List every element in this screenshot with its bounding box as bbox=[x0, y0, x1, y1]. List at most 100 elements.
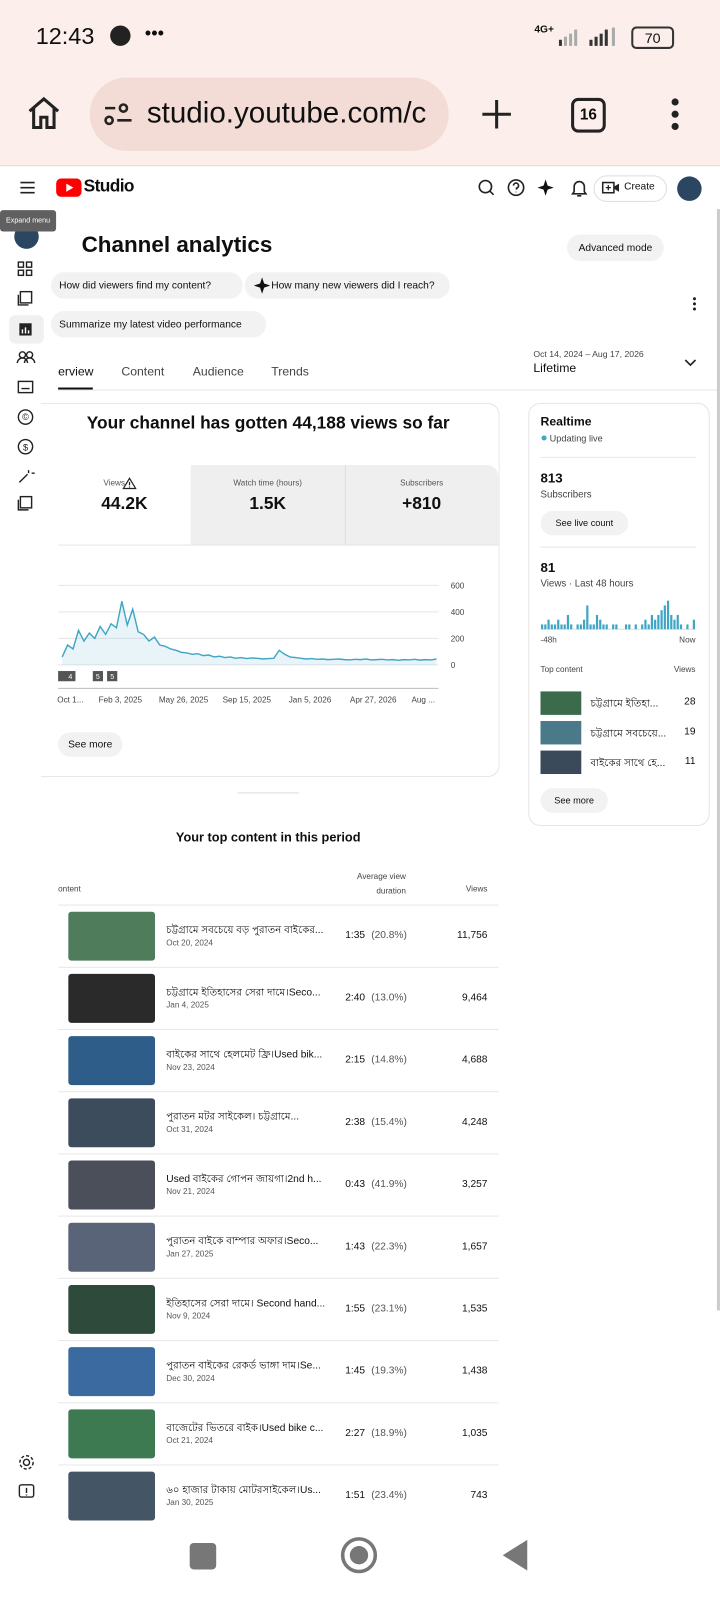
period[interactable]: Lifetime bbox=[533, 361, 577, 376]
avg-duration: 1:51 bbox=[345, 1489, 366, 1502]
thumbnail bbox=[68, 1036, 156, 1086]
page-title: Channel analytics bbox=[81, 231, 273, 257]
header-icons[interactable] bbox=[477, 178, 589, 198]
metric-value: 44.2K bbox=[101, 493, 148, 513]
video-date: Nov 23, 2024 bbox=[166, 1062, 215, 1072]
create-label: Create bbox=[624, 181, 655, 193]
warning-icon bbox=[122, 477, 137, 490]
realtime-views-label: Views · Last 48 hours bbox=[540, 578, 634, 590]
bar bbox=[663, 605, 666, 630]
metric-label: Views bbox=[103, 478, 126, 488]
realtime-title: Realtime bbox=[540, 414, 592, 429]
thumbnail bbox=[540, 750, 582, 775]
avg-duration: 1:35 bbox=[345, 930, 366, 942]
sidebar-icons[interactable]: ©$ bbox=[16, 260, 38, 515]
sidebar-bottom-icons[interactable] bbox=[17, 1453, 37, 1504]
summary: Your channel has gotten 44,188 views so … bbox=[86, 413, 450, 433]
site-settings-icon[interactable] bbox=[103, 102, 134, 126]
bar bbox=[612, 624, 615, 630]
bar bbox=[550, 624, 553, 630]
see-more[interactable]: See more bbox=[58, 732, 123, 757]
x-tick-label: Jan 5, 2026 bbox=[289, 696, 332, 705]
avg-percent: (20.8%) bbox=[371, 930, 407, 942]
area bbox=[62, 601, 437, 665]
signal-icons bbox=[558, 27, 615, 46]
overview-card bbox=[40, 402, 500, 778]
tab[interactable]: Trends bbox=[271, 364, 309, 379]
bar bbox=[595, 614, 599, 630]
avg-percent: (18.9%) bbox=[371, 1427, 407, 1439]
create-icon bbox=[601, 181, 620, 194]
avg-duration: 1:43 bbox=[345, 1241, 366, 1253]
chip[interactable]: How did viewers find my content? bbox=[50, 272, 243, 299]
video-views: 3,257 bbox=[461, 1178, 488, 1191]
row-divider bbox=[58, 1153, 499, 1155]
tab[interactable]: erview bbox=[58, 364, 94, 379]
page-menu[interactable] bbox=[691, 297, 697, 311]
bar bbox=[582, 619, 586, 630]
create-button[interactable] bbox=[593, 175, 667, 202]
marker bbox=[107, 671, 118, 682]
avg-duration: 2:15 bbox=[345, 1054, 366, 1066]
bar bbox=[592, 624, 595, 630]
thumbnail bbox=[68, 1160, 156, 1210]
column-header: ontent bbox=[58, 884, 81, 894]
y-tick-label: 600 bbox=[451, 581, 465, 590]
video-title: বাজেটের ভিতরে বাইক।Used bike c... bbox=[166, 1422, 324, 1434]
y-tick-label: 200 bbox=[451, 634, 465, 643]
chip[interactable]: How many new viewers did I reach? bbox=[244, 272, 450, 299]
bar bbox=[605, 624, 608, 630]
tab[interactable]: Audience bbox=[192, 364, 244, 379]
messenger-icon bbox=[110, 25, 131, 46]
video-views: 743 bbox=[470, 1489, 488, 1502]
bar bbox=[686, 624, 689, 630]
row-divider bbox=[58, 1215, 499, 1217]
bar bbox=[641, 624, 644, 630]
video-title: বাইকের সাথে হেলমেট ফ্রি।Used bik... bbox=[166, 1049, 323, 1061]
tab[interactable]: Content bbox=[121, 364, 165, 379]
video-date: Jan 27, 2025 bbox=[166, 1249, 214, 1259]
see-more[interactable]: See more bbox=[540, 788, 608, 813]
marker bbox=[92, 671, 103, 682]
video-date: Nov 9, 2024 bbox=[166, 1311, 211, 1321]
dropdown-chevron[interactable] bbox=[683, 358, 697, 368]
hamburger[interactable] bbox=[19, 181, 35, 195]
avg-duration: 2:27 bbox=[345, 1427, 366, 1439]
x-tick-label: Oct 1... bbox=[57, 696, 83, 705]
thumbnail bbox=[68, 1098, 156, 1148]
system-nav[interactable] bbox=[184, 1535, 536, 1576]
metric-label: Watch time (hours) bbox=[233, 478, 303, 488]
bar bbox=[615, 624, 618, 630]
browser-menu[interactable] bbox=[669, 98, 681, 131]
bar bbox=[692, 619, 695, 630]
realtime-bars bbox=[540, 600, 696, 630]
bar bbox=[576, 624, 579, 630]
item-title: চট্টগ্রামে সবচেয়ে... bbox=[590, 728, 667, 740]
advanced-mode[interactable]: Advanced mode bbox=[567, 234, 664, 262]
avg-percent: (22.3%) bbox=[371, 1241, 407, 1253]
video-title: ৬০ হাজার টাকায় মোটরসাইকেল।Us... bbox=[166, 1484, 321, 1497]
new-tab[interactable] bbox=[479, 97, 514, 132]
chip[interactable]: Summarize my latest video performance bbox=[50, 311, 267, 338]
tab-count[interactable]: 16 bbox=[571, 97, 606, 133]
home-button[interactable] bbox=[27, 96, 62, 131]
url-bar[interactable] bbox=[89, 77, 449, 151]
video-views: 4,688 bbox=[461, 1054, 488, 1066]
avatar[interactable] bbox=[677, 176, 702, 201]
tooltip: Expand menu bbox=[0, 210, 57, 232]
video-date: Jan 4, 2025 bbox=[166, 1000, 209, 1010]
thumbnail bbox=[68, 911, 156, 961]
bar bbox=[634, 624, 637, 630]
see-live-count[interactable]: See live count bbox=[540, 510, 629, 536]
thumbnail bbox=[68, 1347, 156, 1397]
y-tick-label: 400 bbox=[451, 608, 465, 617]
row-divider bbox=[58, 1464, 499, 1466]
x-tick-label: May 26, 2025 bbox=[159, 696, 209, 705]
thumbnail bbox=[68, 973, 156, 1023]
thumbnail bbox=[68, 1222, 156, 1272]
avg-percent: (13.0%) bbox=[371, 992, 407, 1004]
bar bbox=[566, 614, 570, 630]
bar bbox=[657, 614, 660, 630]
video-title: পুরাতন বাইকে বাম্পার অফার।Seco... bbox=[166, 1235, 319, 1248]
divider bbox=[237, 792, 299, 794]
